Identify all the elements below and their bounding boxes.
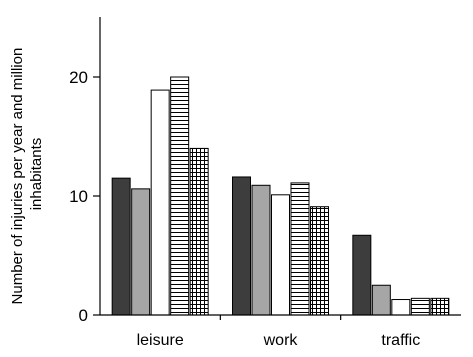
y-axis-label-line-2: inhabitants: [28, 138, 45, 211]
y-tick-label: 20: [69, 68, 88, 87]
bar-traffic-series-1: [352, 234, 372, 316]
bar-traffic-series-4: [410, 297, 430, 316]
bar-traffic-series-3: [391, 299, 411, 316]
y-ticks: 0 10 20: [69, 68, 100, 325]
y-axis-label-line-1: Number of injuries per year and million: [9, 48, 26, 305]
x-ticks: leisure work traffic: [137, 315, 420, 349]
bar-work-series-4: [290, 182, 310, 316]
bar-leisure-series-3: [150, 89, 170, 316]
bar-work-series-1: [232, 176, 251, 316]
x-tick-label-work: work: [263, 332, 299, 349]
y-tick-label: 10: [69, 187, 88, 206]
bars-layer: [111, 76, 450, 316]
y-tick-label: 0: [79, 306, 88, 325]
bar-traffic-series-5: [430, 297, 450, 316]
bar-work-series-3: [271, 194, 290, 316]
bar-leisure-series-1: [111, 177, 131, 316]
x-tick-label-traffic: traffic: [381, 332, 420, 349]
bar-leisure-series-2: [131, 188, 151, 316]
bar-leisure-series-4: [170, 76, 190, 316]
y-axis-label: Number of injuries per year and million …: [9, 44, 45, 305]
bar-work-series-5: [310, 206, 329, 316]
bar-traffic-series-2: [371, 284, 391, 316]
x-tick-label-leisure: leisure: [137, 332, 184, 349]
bar-work-series-2: [251, 184, 271, 316]
bar-leisure-series-5: [189, 147, 209, 316]
